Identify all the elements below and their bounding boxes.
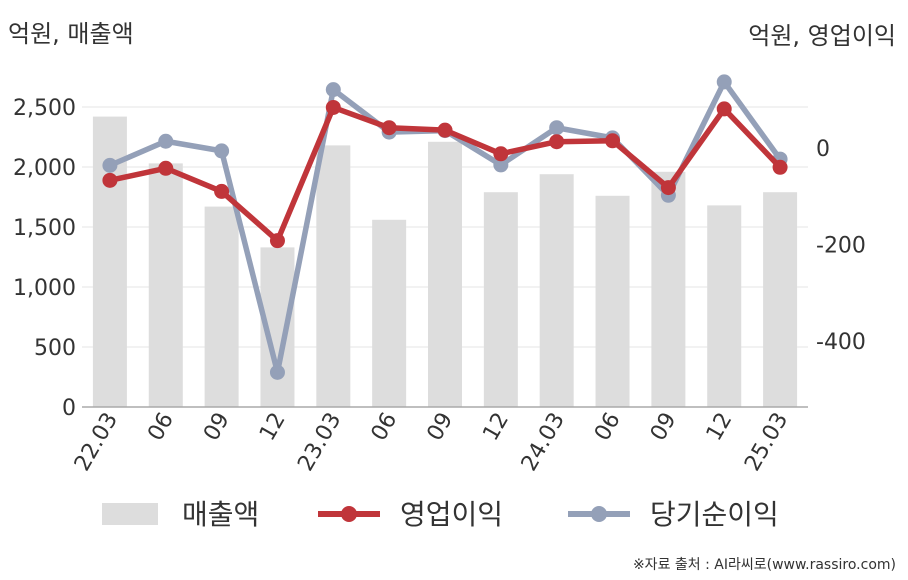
series-point: [493, 157, 509, 173]
left-tick-label: 2,000: [13, 156, 76, 181]
left-tick-label: 0: [62, 396, 76, 421]
legend-label: 영업이익: [400, 498, 503, 531]
legend-swatch-point: [591, 506, 607, 522]
series-point: [381, 120, 397, 136]
x-tick-label: 23.03: [293, 409, 346, 476]
left-y-axis: 0 500 1,000 1,500 2,000 2,500: [13, 96, 76, 421]
left-tick-label: 2,500: [13, 96, 76, 121]
x-tick-label: 22.03: [70, 409, 123, 476]
revenue-bar: [372, 219, 407, 407]
revenue-bars: [92, 116, 798, 408]
series-point: [325, 99, 341, 115]
x-tick-label: 06: [367, 409, 403, 446]
left-axis-unit: 억원, 매출액: [8, 20, 134, 48]
right-tick-label: -400: [816, 330, 866, 355]
series-point: [158, 160, 174, 176]
right-tick-label: -200: [816, 234, 866, 259]
series-point: [716, 74, 732, 90]
x-tick-label: 12: [478, 409, 514, 446]
revenue-bar: [595, 195, 630, 407]
series-point: [493, 146, 509, 162]
series-point: [772, 159, 788, 175]
series-point: [214, 183, 230, 199]
series-point: [269, 233, 285, 249]
series-point: [549, 134, 565, 150]
revenue-bar: [316, 145, 351, 407]
source-note: ※자료 출처 : AI라씨로(www.rassiro.com): [632, 557, 896, 573]
left-tick-label: 1,500: [13, 216, 76, 241]
left-tick-label: 500: [34, 336, 76, 361]
x-tick-label: 25.03: [740, 409, 793, 476]
legend-label: 매출액: [182, 498, 259, 531]
x-tick-label: 06: [143, 409, 179, 446]
series-point: [102, 157, 118, 173]
series-point: [660, 180, 676, 196]
legend-swatch-bar: [102, 503, 158, 525]
left-tick-label: 1,000: [13, 276, 76, 301]
x-tick-labels: 22.03 06 09 12 23.03 06 09 12 24.03 06 09 12 25.03: [70, 409, 793, 476]
x-tick-label: 09: [423, 409, 459, 446]
x-tick-label: 09: [199, 409, 235, 446]
revenue-bar: [651, 171, 686, 407]
x-tick-label: 12: [702, 409, 738, 446]
series-point: [716, 101, 732, 117]
x-tick-label: 06: [590, 409, 626, 446]
series-point: [549, 120, 565, 136]
legend-swatch-point: [341, 506, 357, 522]
legend-label: 당기순이익: [650, 498, 779, 531]
revenue-bar: [428, 141, 462, 408]
revenue-bar: [148, 163, 183, 407]
profit-lines: [102, 74, 788, 380]
revenue-bar: [204, 206, 239, 407]
revenue-bar: [763, 192, 798, 407]
revenue-bar: [539, 174, 574, 407]
series-point: [269, 364, 285, 380]
x-tick-label: 24.03: [517, 409, 570, 476]
x-tick-label: 12: [255, 409, 291, 446]
legend: 매출액 영업이익 당기순이익: [102, 498, 779, 531]
right-tick-label: 0: [816, 137, 830, 162]
series-point: [102, 172, 118, 188]
revenue-bar: [483, 192, 518, 407]
series-point: [214, 143, 230, 159]
right-y-axis: 0 -200 -400: [816, 137, 866, 355]
series-point: [437, 122, 453, 138]
x-tick-label: 09: [646, 409, 682, 446]
right-axis-unit: 억원, 영업이익: [748, 22, 896, 50]
series-point: [325, 82, 341, 98]
series-point: [158, 133, 174, 149]
series-point: [605, 133, 621, 149]
revenue-bar: [707, 205, 742, 407]
